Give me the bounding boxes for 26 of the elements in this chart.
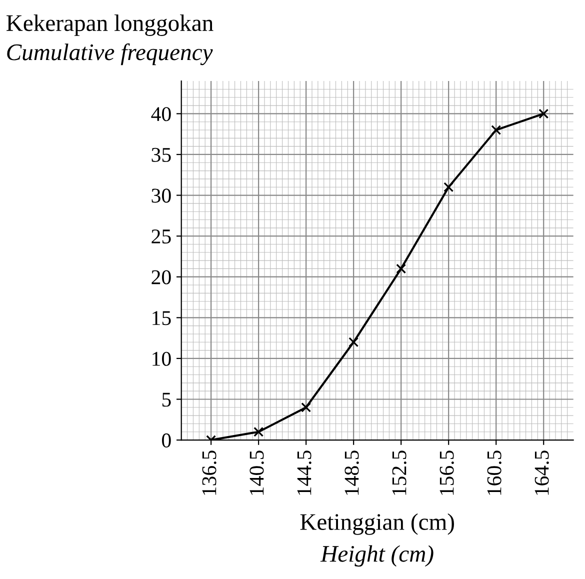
y-tick-label: 25: [152, 230, 171, 244]
x-axis-title: Ketinggian (cm) Height (cm): [300, 513, 454, 567]
y-tick-label: 15: [152, 311, 171, 326]
y-tick-label: 30: [152, 188, 171, 203]
point: [538, 108, 549, 119]
point: [254, 426, 264, 437]
y-tick-label: 10: [152, 352, 171, 366]
point: [348, 337, 359, 348]
point: [301, 402, 312, 412]
y-tick-label: 40: [151, 107, 171, 122]
y-axis-title: Kekerapan longgokan Cumulative frequency: [6, 14, 214, 66]
x-tick-label: 148.5: [344, 450, 359, 495]
y-tick-label: 35: [152, 148, 171, 162]
y-tick-label: 5: [162, 392, 171, 407]
y-tick-label: 20: [152, 270, 171, 284]
x-tick-label: 156.5: [440, 450, 454, 495]
point: [444, 182, 454, 192]
x-tick-label: 160.5: [487, 450, 502, 495]
x-tick-label: 140.5: [250, 450, 264, 495]
x-tick-label: 136.5: [202, 450, 216, 495]
x-tick-label: 152.5: [392, 450, 406, 495]
x-tick-label: 144.5: [297, 450, 312, 495]
x-tick-label: 164.5: [534, 450, 549, 495]
point: [396, 264, 406, 274]
y-tick-label: 0: [162, 433, 171, 448]
point: [491, 125, 502, 136]
